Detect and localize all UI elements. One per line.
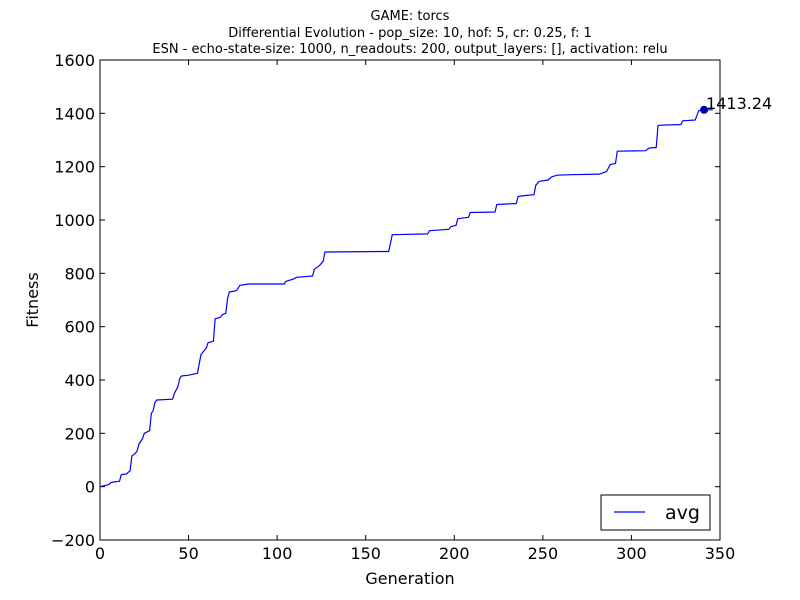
- title-line-2: Differential Evolution - pop_size: 10, h…: [228, 26, 592, 41]
- x-tick-label: 100: [262, 544, 293, 563]
- y-tick-label: −200: [51, 531, 95, 550]
- series-line-avg: [99, 109, 713, 488]
- x-tick-label: 0: [95, 544, 105, 563]
- x-tick-label: 250: [528, 544, 559, 563]
- x-tick-label: 50: [178, 544, 198, 563]
- annotation-marker: [700, 105, 709, 114]
- plot-frame: [99, 59, 721, 541]
- y-axis-label: Fitness: [23, 272, 42, 327]
- title-line-3: ESN - echo-state-size: 1000, n_readouts:…: [152, 42, 667, 57]
- y-tick-label: 1000: [54, 211, 95, 230]
- x-axis-label: Generation: [365, 569, 454, 588]
- x-tick-label: 300: [616, 544, 647, 563]
- y-tick-label: 600: [64, 318, 95, 337]
- y-tick-label: 200: [64, 424, 95, 443]
- tick-labels: 0 50 100 150 200 250 300 350−200020040060080010…: [51, 51, 735, 563]
- title-line-1: GAME: torcs: [371, 9, 450, 24]
- y-tick-label: 0: [85, 478, 95, 497]
- y-tick-label: 1200: [54, 158, 95, 177]
- x-tick-label: 150: [350, 544, 381, 563]
- legend-label-avg: avg: [665, 502, 700, 524]
- axis-ticks: [99, 59, 721, 541]
- y-tick-label: 800: [64, 264, 95, 283]
- legend: avg: [600, 494, 711, 531]
- y-tick-label: 400: [64, 371, 95, 390]
- y-tick-label: 1400: [54, 104, 95, 123]
- chart-title: GAME: torcs Differential Evolution - pop…: [152, 9, 667, 57]
- x-tick-label: 350: [705, 544, 736, 563]
- x-tick-label: 200: [439, 544, 470, 563]
- annotation-label: 1413.24: [706, 94, 772, 113]
- y-tick-label: 1600: [54, 51, 95, 70]
